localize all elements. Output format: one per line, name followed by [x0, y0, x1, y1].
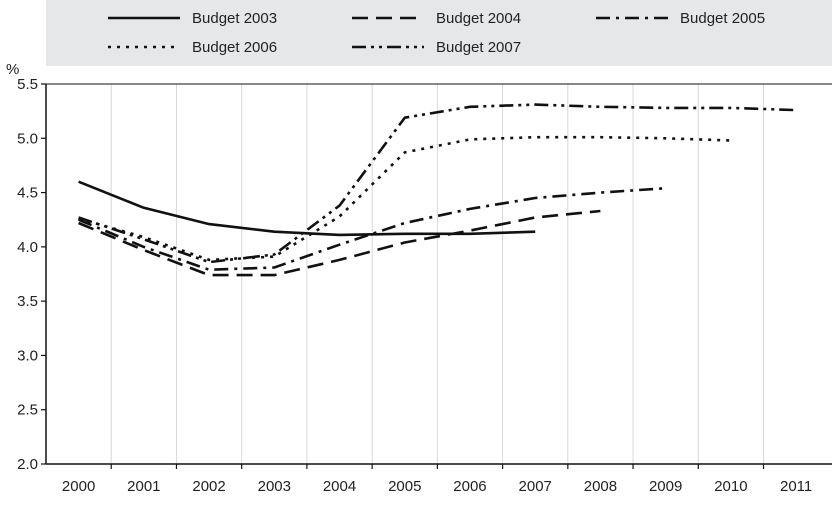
x-tick-label: 2010 [714, 478, 747, 495]
legend-label: Budget 2003 [192, 10, 277, 27]
x-tick-label: 2008 [584, 478, 617, 495]
y-tick-label: 3.0 [17, 347, 38, 364]
x-tick-label: 2001 [127, 478, 160, 495]
x-tick-label: 2006 [453, 478, 486, 495]
legend-label: Budget 2005 [680, 10, 765, 27]
series-line-budget-2004 [78, 209, 601, 277]
x-tick-label: 2007 [519, 478, 552, 495]
y-axis-unit-label: % [6, 61, 19, 78]
legend: Budget 2003 Budget 2004 Budget 2005 Budget … [108, 10, 765, 56]
tick-labels: 2.0 2.5 3.0 3.5 4.0 4.5 5.0 5.5 2000 2001 2002 2003… [17, 76, 812, 495]
x-tick-label: 2000 [62, 478, 95, 495]
y-tick-label: 5.0 [17, 130, 38, 147]
series-lines [78, 103, 797, 277]
x-tick-label: 2009 [649, 478, 682, 495]
x-tick-label: 2002 [192, 478, 225, 495]
plot-area [46, 84, 832, 464]
y-tick-label: 4.0 [17, 239, 38, 256]
legend-label: Budget 2007 [436, 39, 521, 56]
legend-label: Budget 2004 [436, 10, 521, 27]
y-tick-label: 2.0 [17, 456, 38, 473]
x-tick-label: 2011 [780, 478, 812, 495]
y-tick-label: 5.5 [17, 76, 38, 93]
x-tick-label: 2003 [258, 478, 291, 495]
y-tick-label: 2.5 [17, 402, 38, 419]
x-tick-label: 2005 [388, 478, 421, 495]
x-tick-label: 2004 [323, 478, 356, 495]
series-line-budget-2006 [78, 135, 731, 262]
y-tick-label: 3.5 [17, 293, 38, 310]
legend-background [46, 0, 832, 66]
series-line-budget-2007 [78, 103, 797, 264]
legend-label: Budget 2006 [192, 39, 277, 56]
axes [41, 83, 832, 469]
y-tick-label: 4.5 [17, 185, 38, 202]
